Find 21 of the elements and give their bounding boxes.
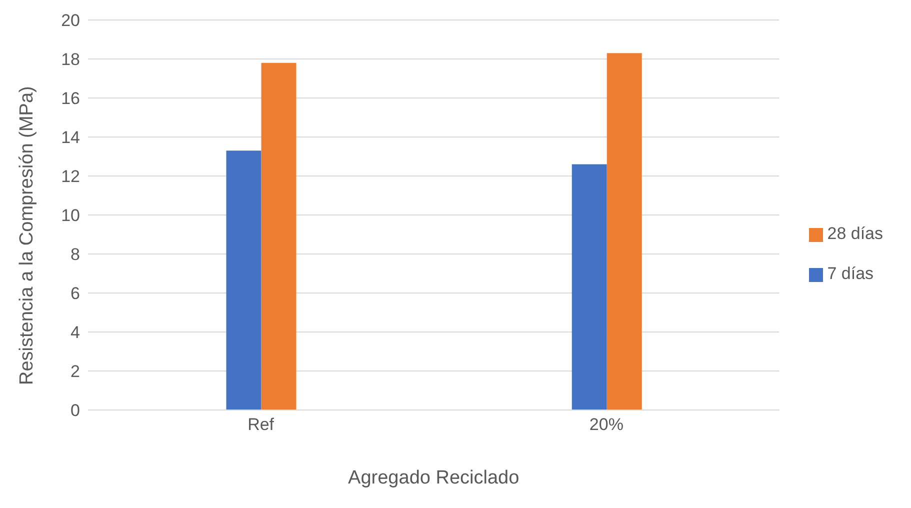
bar	[572, 164, 607, 410]
y-axis-title: Resistencia a la Compresión (MPa)	[16, 86, 38, 385]
y-tick-label: 16	[61, 89, 80, 108]
y-tick-label: 14	[61, 128, 80, 148]
y-tick-label: 12	[61, 167, 80, 186]
bar	[226, 150, 262, 410]
legend-label: 7 días	[827, 264, 874, 283]
y-tick-label: 8	[70, 245, 80, 264]
legend-label: 28 días	[827, 224, 883, 243]
x-tick-label: Ref	[248, 415, 274, 434]
y-tick-label: 0	[70, 401, 80, 420]
y-tick-label: 6	[70, 284, 80, 304]
y-tick-label: 20	[61, 11, 80, 30]
bar	[606, 53, 642, 410]
x-tick-label: 20%	[589, 415, 624, 434]
y-tick-label: 10	[61, 206, 80, 226]
y-tick-label: 4	[70, 323, 80, 342]
y-tick-label: 2	[70, 362, 80, 382]
bar	[261, 62, 296, 410]
x-axis-title: Agregado Reciclado	[348, 467, 520, 488]
y-tick-label: 18	[61, 50, 80, 70]
